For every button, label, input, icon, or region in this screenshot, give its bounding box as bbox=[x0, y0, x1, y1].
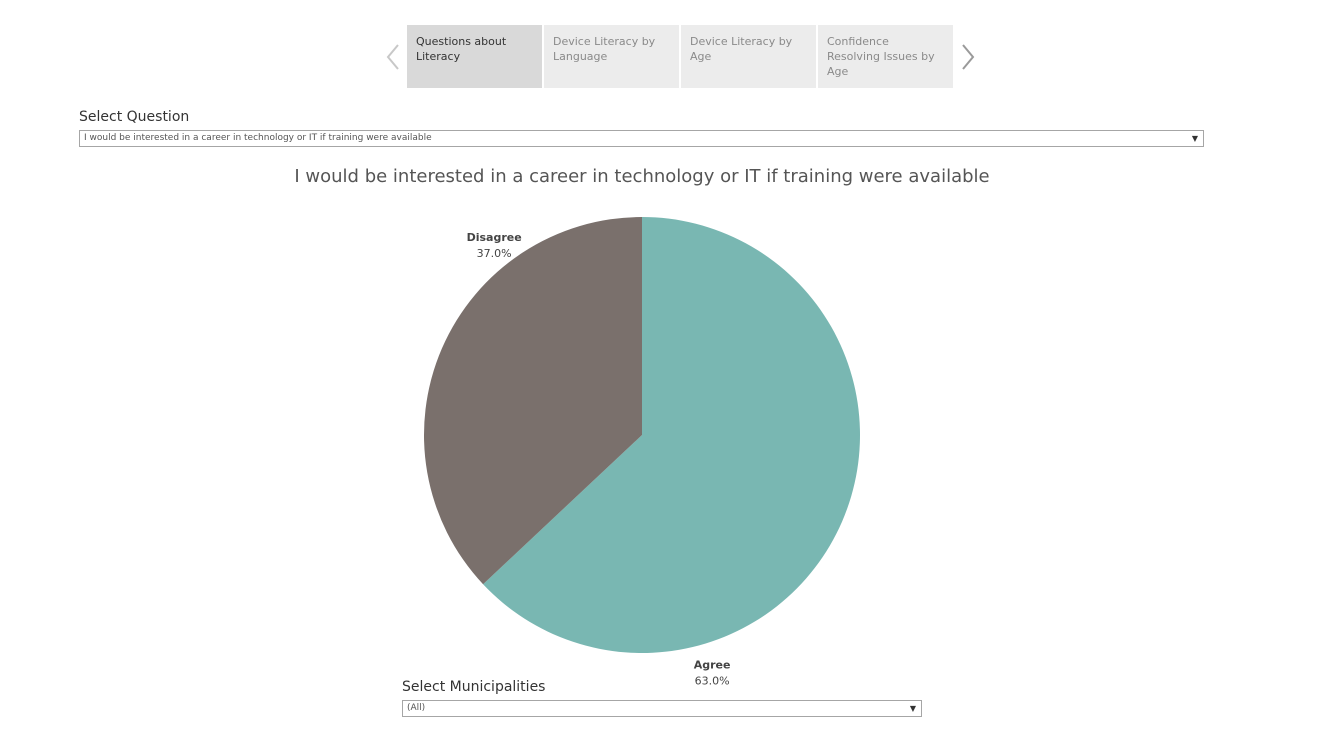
municipality-filter-value: (All) bbox=[407, 703, 426, 713]
pie-slice-disagree[interactable] bbox=[424, 217, 642, 585]
previous-story-point-button[interactable] bbox=[378, 25, 407, 88]
chart-title: I would be interested in a career in tec… bbox=[294, 166, 990, 187]
story-tab-device-literacy-by-language[interactable]: Device Literacy by Language bbox=[544, 25, 679, 88]
slice-value-label-agree: 63.0% bbox=[695, 675, 730, 688]
slice-label-agree: Agree bbox=[694, 659, 731, 672]
story-tab-confidence-resolving-issues-by-age[interactable]: Confidence Resolving Issues by Age bbox=[818, 25, 953, 88]
chevron-right-icon bbox=[961, 43, 974, 70]
municipality-filter-label: Select Municipalities bbox=[402, 679, 546, 695]
question-filter-dropdown[interactable]: I would be interested in a career in tec… bbox=[79, 130, 1204, 147]
dropdown-caret-icon: ▼ bbox=[1191, 134, 1198, 143]
pie-slice-agree[interactable] bbox=[483, 217, 860, 653]
municipality-filter-dropdown[interactable]: (All) ▼ bbox=[402, 700, 922, 717]
slice-label-disagree: Disagree bbox=[467, 231, 522, 244]
dropdown-caret-icon: ▼ bbox=[909, 704, 916, 713]
chevron-left-icon bbox=[386, 43, 399, 70]
story-tab-device-literacy-by-age[interactable]: Device Literacy by Age bbox=[681, 25, 816, 88]
question-filter-label: Select Question bbox=[79, 109, 190, 125]
story-navigation: Questions about Literacy Device Literacy… bbox=[378, 25, 982, 88]
story-tab-questions-about-literacy[interactable]: Questions about Literacy bbox=[407, 25, 542, 88]
question-filter-value: I would be interested in a career in tec… bbox=[84, 133, 432, 143]
slice-value-label-disagree: 37.0% bbox=[477, 247, 512, 260]
next-story-point-button[interactable] bbox=[953, 25, 982, 88]
